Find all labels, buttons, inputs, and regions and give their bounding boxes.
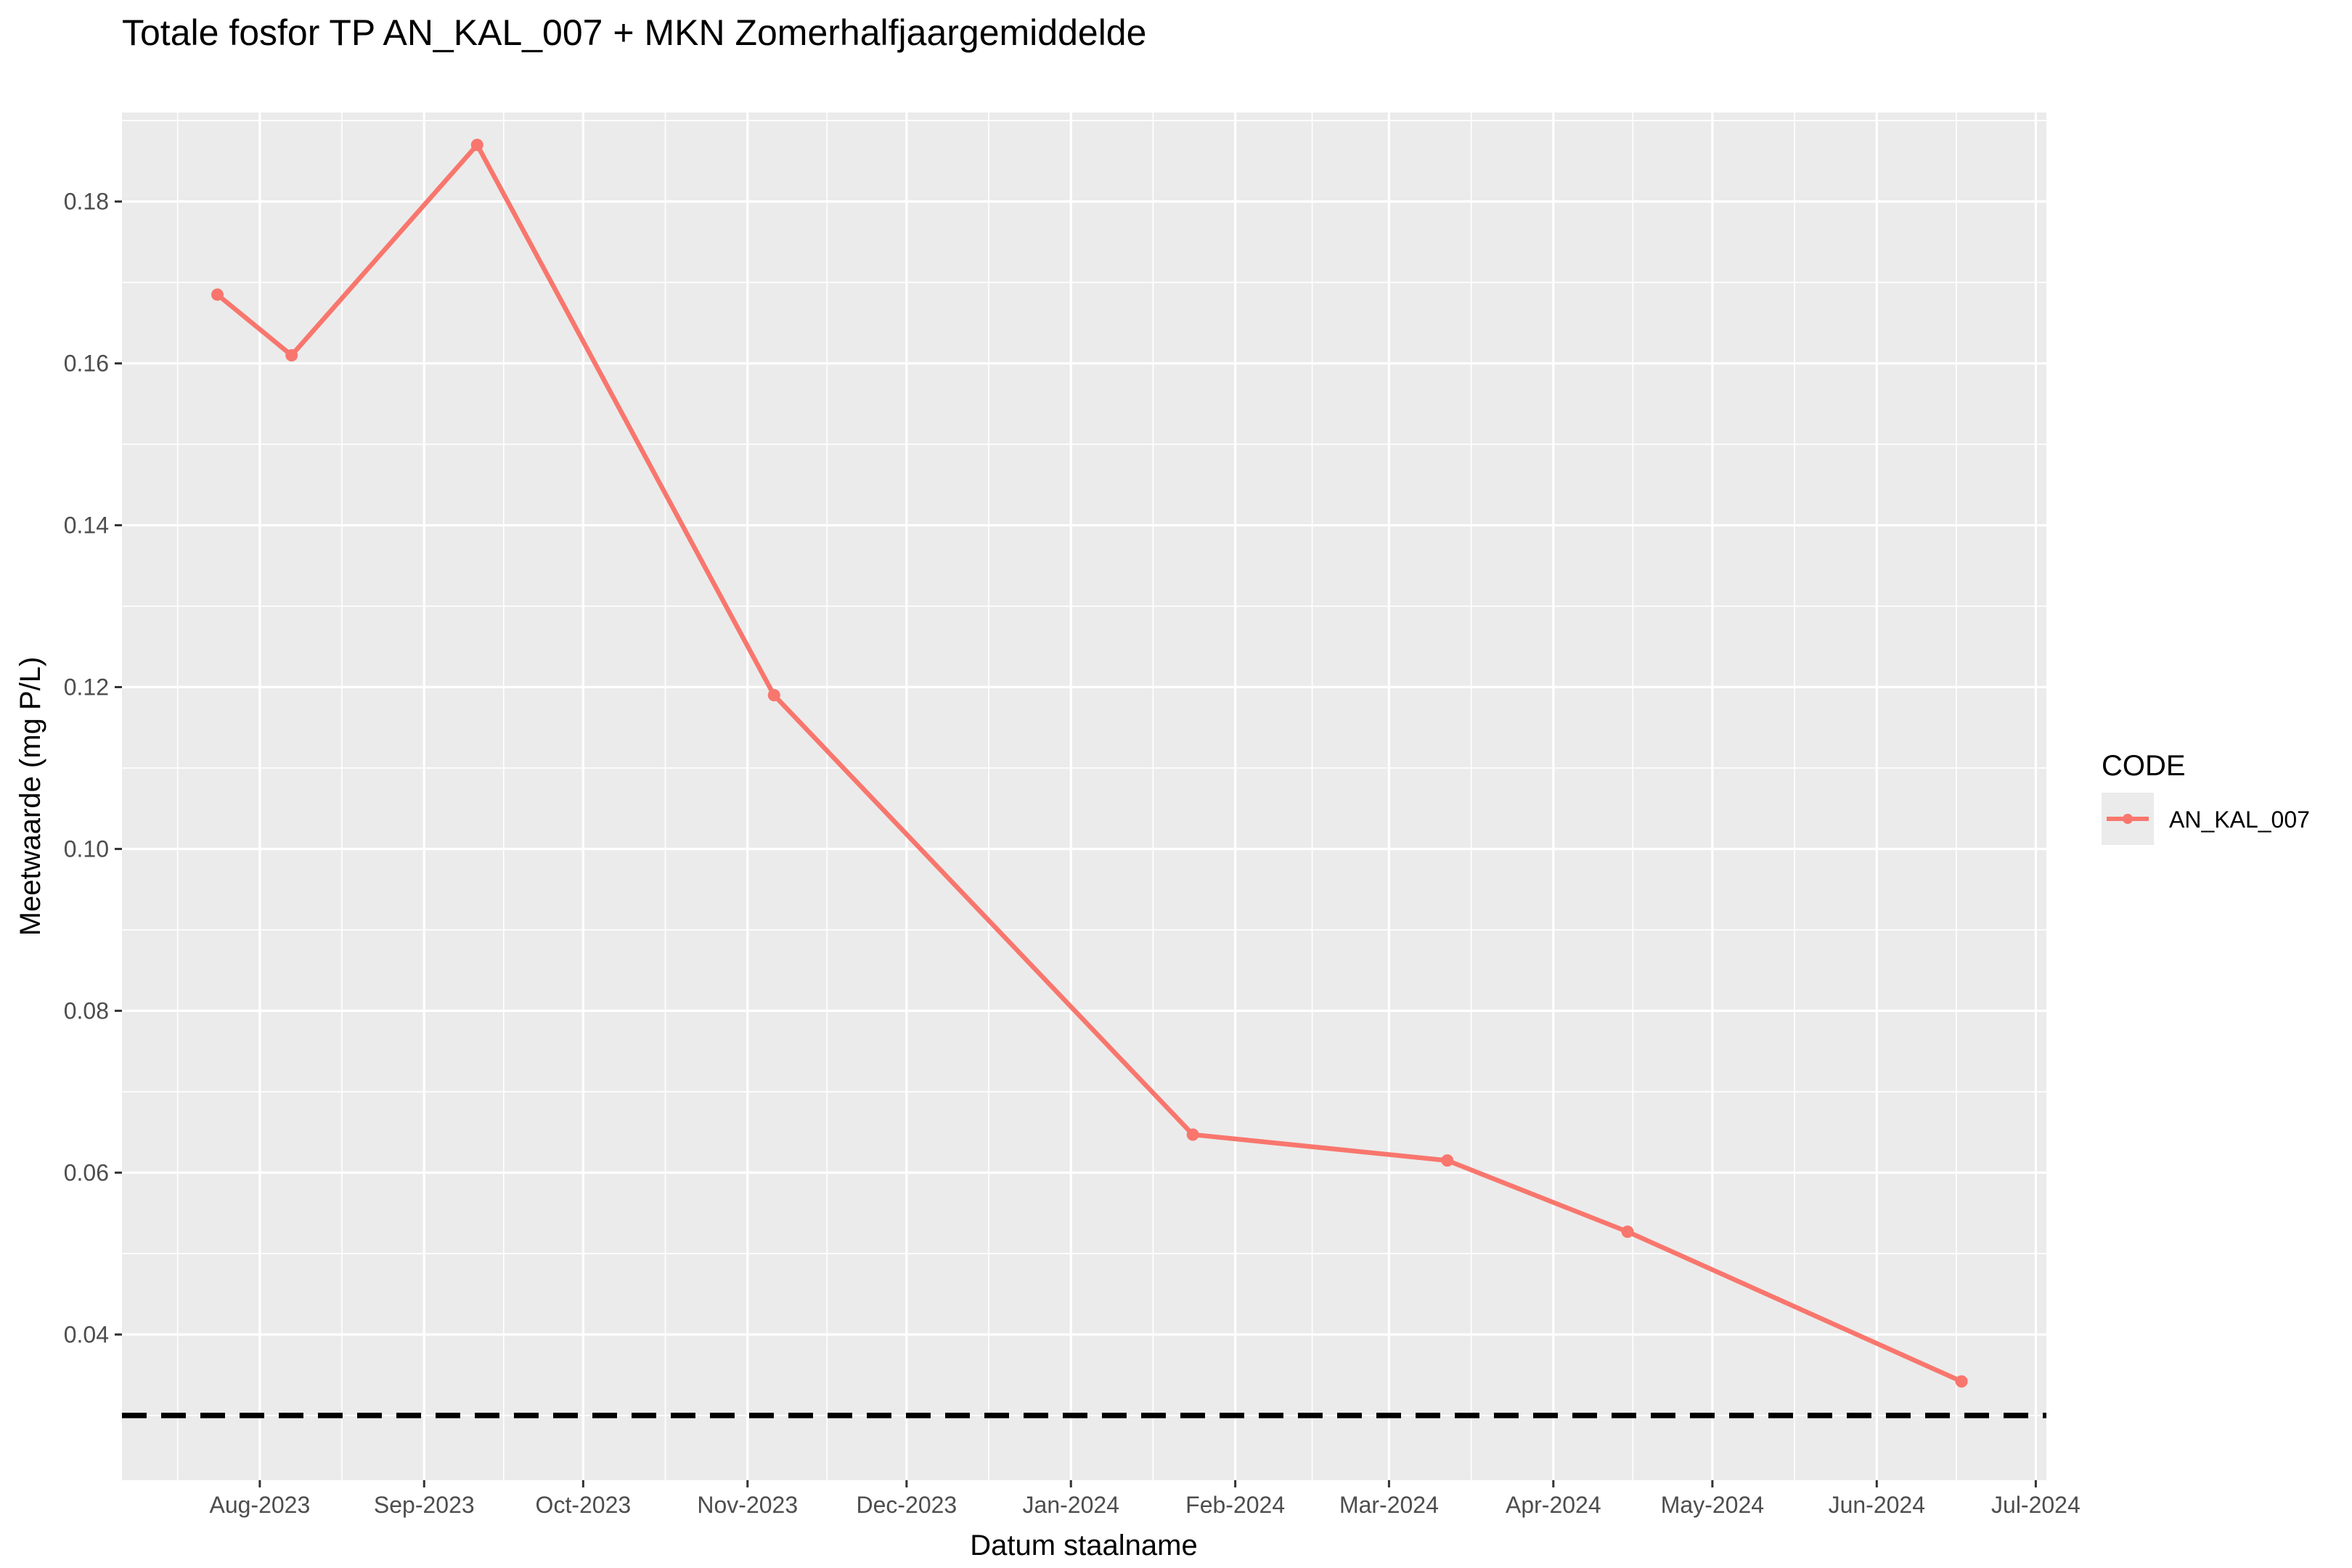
y-tick-label-1: 0.06 [64, 1159, 109, 1185]
y-tick-label-2: 0.08 [64, 997, 109, 1024]
data-point-0-6 [1621, 1225, 1634, 1238]
x-tick-label-2: Oct-2023 [536, 1492, 632, 1518]
y-tick-label-3: 0.10 [64, 836, 109, 862]
y-tick-label-0: 0.04 [64, 1321, 109, 1347]
series-line-0 [216, 142, 1963, 1384]
x-tick-label-5: Jan-2024 [1023, 1492, 1119, 1518]
x-tick-label-6: Feb-2024 [1185, 1492, 1285, 1518]
x-tick-label-0: Aug-2023 [209, 1492, 310, 1518]
x-tick-label-10: Jun-2024 [1829, 1492, 1925, 1518]
data-point-0-4 [1186, 1128, 1199, 1141]
legend-key-point [2123, 814, 2133, 824]
data-point-0-3 [767, 689, 780, 702]
series-layer [211, 139, 1968, 1388]
x-axis-title: Datum staalname [970, 1530, 1197, 1561]
plot-panel [122, 113, 2046, 1480]
x-tick-label-1: Sep-2023 [374, 1492, 475, 1518]
x-tick-label-4: Dec-2023 [856, 1492, 957, 1518]
data-point-0-5 [1441, 1154, 1454, 1167]
legend-label-AN_KAL_007: AN_KAL_007 [2169, 807, 2310, 833]
axis-layer: 0.04 0.06 0.08 0.10 0.12 0.14 0.16 0.18 Aug-2023… [64, 189, 2081, 1518]
y-tick-label-6: 0.16 [64, 351, 109, 377]
y-tick-label-7: 0.18 [64, 189, 109, 215]
x-tick-label-9: May-2024 [1661, 1492, 1764, 1518]
data-point-0-7 [1955, 1375, 1968, 1388]
major-gridlines [122, 113, 2046, 1480]
data-point-0-0 [211, 288, 224, 301]
y-tick-label-5: 0.14 [64, 513, 109, 539]
legend-title: CODE [2102, 750, 2186, 782]
y-axis-title: Meetwaarde (mg P/L) [15, 657, 46, 936]
x-tick-label-3: Nov-2023 [697, 1492, 798, 1518]
chart-title: Totale fosfor TP AN_KAL_007 + MKN Zomerh… [122, 12, 1146, 53]
y-tick-label-4: 0.12 [64, 674, 109, 701]
x-tick-label-8: Apr-2024 [1506, 1492, 1601, 1518]
data-point-0-2 [470, 139, 483, 152]
data-point-0-1 [285, 348, 298, 362]
x-tick-label-7: Mar-2024 [1339, 1492, 1439, 1518]
x-tick-label-11: Jul-2024 [1991, 1492, 2081, 1518]
legend: CODE AN_KAL_007 [2102, 750, 2310, 845]
